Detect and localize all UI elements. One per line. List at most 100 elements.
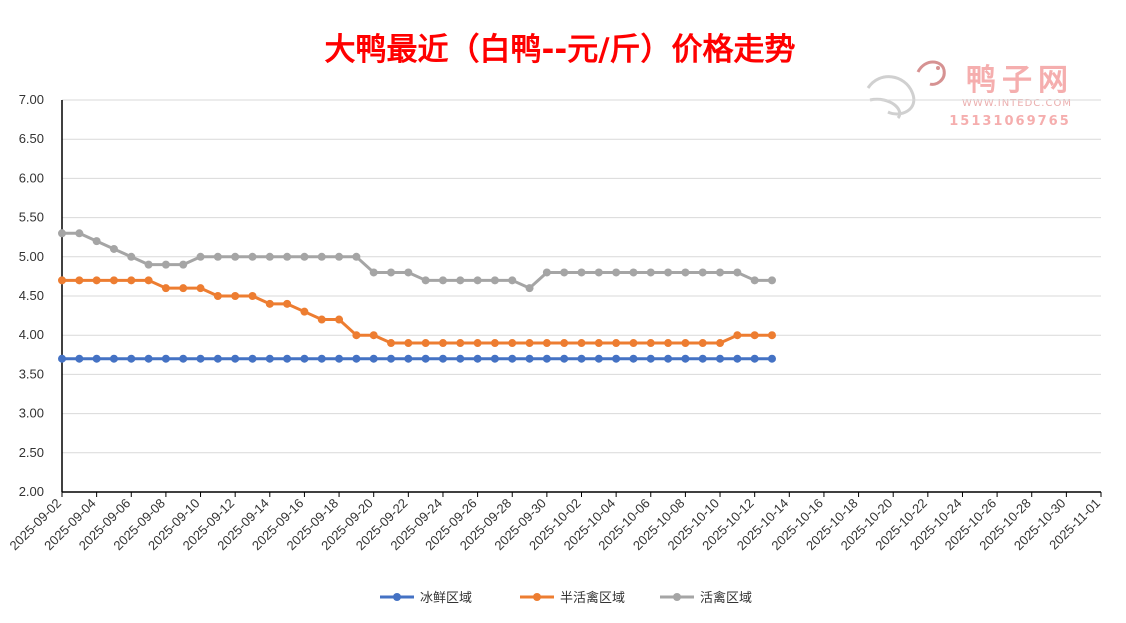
- y-tick-label: 6.00: [19, 170, 44, 185]
- data-point: [473, 354, 482, 363]
- data-point: [265, 299, 274, 308]
- data-point: [664, 339, 673, 348]
- data-point: [750, 276, 759, 285]
- data-point: [231, 252, 240, 261]
- data-point: [58, 354, 66, 363]
- y-tick-label: 2.50: [19, 445, 44, 460]
- chart-title: 大鸭最近（白鸭--元/斤）价格走势: [324, 32, 795, 68]
- data-point: [404, 354, 413, 363]
- data-point: [283, 299, 292, 308]
- data-point: [629, 354, 638, 363]
- data-point: [508, 276, 517, 285]
- data-point: [404, 339, 413, 348]
- data-point: [179, 354, 188, 363]
- series-group: [58, 229, 776, 363]
- data-point: [335, 252, 344, 261]
- data-point: [646, 268, 655, 277]
- data-point: [127, 276, 136, 285]
- data-point: [352, 252, 361, 261]
- data-point: [144, 276, 153, 285]
- watermark: 鸭子网 WWW.INTEDC.COM 15131069765: [866, 60, 1074, 129]
- data-point: [387, 339, 396, 348]
- legend-item: 半活禽区域: [520, 590, 625, 606]
- data-point: [525, 354, 534, 363]
- data-point: [438, 276, 447, 285]
- data-point: [577, 268, 586, 277]
- data-point: [213, 354, 222, 363]
- data-point: [490, 339, 499, 348]
- data-point: [421, 276, 430, 285]
- data-point: [733, 331, 742, 340]
- data-point: [317, 252, 326, 261]
- data-point: [58, 276, 66, 285]
- data-point: [265, 252, 274, 261]
- data-point: [629, 339, 638, 348]
- y-tick-label: 3.00: [19, 406, 44, 421]
- data-point: [283, 354, 292, 363]
- data-point: [733, 268, 742, 277]
- data-point: [473, 339, 482, 348]
- y-tick-label: 6.50: [19, 131, 44, 146]
- watermark-brand: 鸭子网: [966, 63, 1074, 98]
- data-point: [456, 339, 465, 348]
- data-point: [75, 229, 84, 238]
- data-point: [594, 339, 603, 348]
- data-point: [213, 292, 222, 300]
- series-活禽区域: [58, 229, 776, 293]
- data-point: [213, 252, 222, 261]
- data-point: [525, 284, 534, 293]
- data-point: [283, 252, 292, 261]
- data-point: [490, 354, 499, 363]
- watermark-phone: 15131069765: [949, 114, 1071, 129]
- legend-marker: [673, 593, 681, 601]
- data-point: [542, 339, 551, 348]
- data-point: [369, 268, 378, 277]
- data-point: [335, 354, 344, 363]
- data-point: [352, 354, 361, 363]
- legend-label: 活禽区域: [700, 590, 752, 606]
- data-point: [300, 354, 309, 363]
- y-tick-label: 4.50: [19, 288, 44, 303]
- data-point: [612, 339, 621, 348]
- legend: 冰鲜区域 半活禽区域 活禽区域: [380, 590, 752, 606]
- data-point: [664, 354, 673, 363]
- data-point: [161, 260, 170, 269]
- series-line: [60, 229, 772, 290]
- data-point: [109, 354, 118, 363]
- data-point: [248, 292, 257, 300]
- data-point: [681, 339, 690, 348]
- data-point: [144, 260, 153, 269]
- data-point: [438, 339, 447, 348]
- series-半活禽区域: [58, 276, 776, 348]
- series-冰鲜区域: [58, 354, 776, 363]
- data-point: [404, 268, 413, 277]
- data-point: [629, 268, 638, 277]
- data-point: [92, 237, 101, 246]
- data-point: [542, 354, 551, 363]
- data-point: [369, 354, 378, 363]
- data-point: [179, 284, 188, 293]
- data-point: [421, 354, 430, 363]
- data-point: [196, 354, 205, 363]
- y-tick-label: 4.00: [19, 327, 44, 342]
- data-point: [577, 354, 586, 363]
- data-point: [646, 354, 655, 363]
- data-point: [646, 339, 655, 348]
- data-point: [525, 339, 534, 348]
- data-point: [681, 268, 690, 277]
- data-point: [335, 315, 344, 324]
- data-point: [733, 354, 742, 363]
- data-point: [577, 339, 586, 348]
- data-point: [352, 331, 361, 340]
- data-point: [75, 276, 84, 285]
- data-point: [698, 268, 707, 277]
- data-point: [612, 354, 621, 363]
- x-axis: 2025-09-022025-09-042025-09-062025-09-08…: [6, 492, 1103, 553]
- legend-marker: [533, 593, 541, 601]
- legend-label: 冰鲜区域: [420, 591, 472, 606]
- data-point: [767, 354, 776, 363]
- data-point: [716, 339, 725, 348]
- data-point: [473, 276, 482, 285]
- data-point: [161, 354, 170, 363]
